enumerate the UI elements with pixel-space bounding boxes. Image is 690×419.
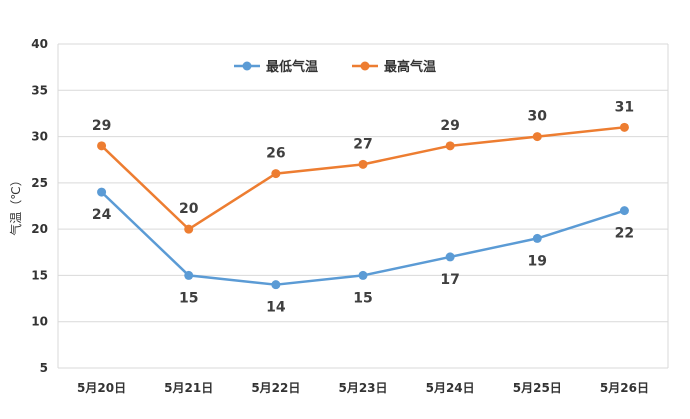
data-point [184, 224, 194, 234]
data-label: 27 [353, 136, 372, 152]
data-label: 19 [528, 253, 547, 269]
data-point [532, 132, 542, 142]
data-point [97, 141, 107, 151]
series-layer: 24 15 14 15 17 19 22 29 20 26 27 29 30 31 [92, 99, 634, 315]
legend-marker [360, 61, 370, 71]
y-axis-title: 气温（℃） [8, 174, 23, 235]
data-label: 14 [266, 300, 286, 316]
data-label: 15 [179, 290, 198, 306]
data-point [619, 122, 629, 132]
data-label: 22 [615, 226, 634, 242]
y-tick-label: 25 [31, 176, 48, 190]
y-tick-label: 5 [40, 361, 48, 375]
legend-label: 最低气温 [266, 59, 318, 75]
x-tick-label: 5月25日 [513, 381, 562, 395]
x-tick-label: 5月22日 [251, 381, 300, 395]
y-tick-label: 15 [31, 268, 48, 282]
data-label: 15 [353, 290, 372, 306]
x-tick-label: 5月24日 [426, 381, 475, 395]
x-tick-label: 5月21日 [164, 381, 213, 395]
data-label: 29 [440, 118, 459, 134]
legend-marker [242, 61, 252, 71]
data-point [271, 280, 281, 290]
y-tick-label: 20 [31, 222, 48, 236]
data-point [619, 206, 629, 216]
x-tick-label: 5月20日 [77, 381, 126, 395]
data-point [271, 169, 281, 179]
data-label: 26 [266, 146, 285, 162]
y-tick-label: 10 [31, 315, 48, 329]
x-axis-ticks: 5月20日 5月21日 5月22日 5月23日 5月24日 5月25日 5月26日 [77, 381, 649, 395]
data-label: 17 [440, 272, 459, 288]
y-tick-label: 35 [31, 83, 48, 97]
data-point [184, 270, 194, 280]
data-label: 20 [179, 201, 199, 217]
y-axis-ticks: 5 10 15 20 25 30 35 40 [31, 37, 48, 375]
data-point [358, 159, 368, 169]
data-label: 24 [92, 207, 112, 223]
data-label: 29 [92, 118, 111, 134]
y-tick-label: 30 [31, 130, 48, 144]
gridlines [57, 43, 669, 369]
data-point [532, 233, 542, 243]
legend-label: 最高气温 [384, 59, 436, 75]
legend: 最低气温 最高气温 [234, 59, 436, 75]
data-point [445, 252, 455, 262]
y-tick-label: 40 [31, 37, 48, 51]
data-label: 30 [528, 109, 548, 125]
data-point [358, 270, 368, 280]
data-point [97, 187, 107, 197]
data-point [445, 141, 455, 151]
data-label: 31 [615, 99, 634, 115]
x-tick-label: 5月23日 [338, 381, 387, 395]
x-tick-label: 5月26日 [600, 381, 649, 395]
